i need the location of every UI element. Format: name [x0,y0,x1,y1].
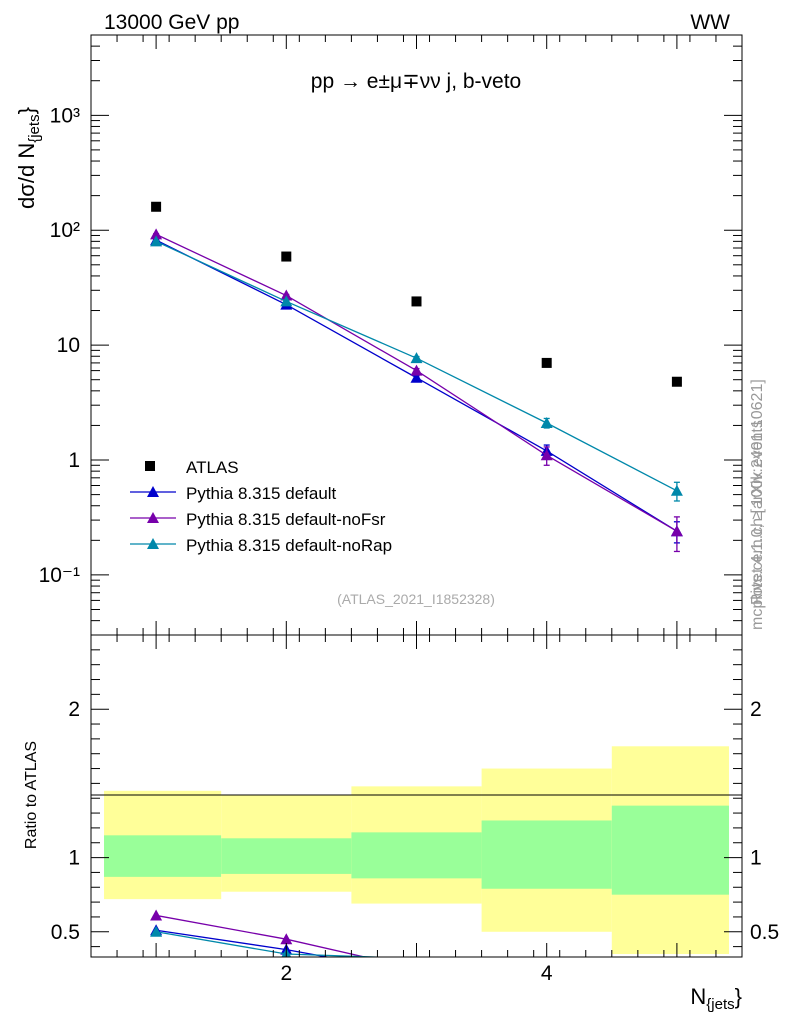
header-energy-label: 13000 GeV pp [104,11,239,34]
series-marker-1 [410,364,423,376]
ratio-bands [104,746,729,955]
ratio-line-0 [156,929,331,957]
series-marker-2 [280,295,293,307]
ratio-line-2 [155,931,393,957]
y-tick-label: 10³ [50,104,80,127]
ratio-y-tick-label: 2 [68,698,80,721]
y-tick-label: 1 [68,449,80,472]
series-marker-2 [540,416,553,428]
series-marker-2 [150,235,163,247]
legend-marker-atlas [145,461,155,471]
ratio-line-1 [155,914,368,957]
x-axis-label-sub: {jets [706,996,734,1013]
ratio-band-inner [481,820,612,889]
main-panel: 10⁻¹ 1 10 10² 10³ pp → e±μ∓νν j, b-veto (ATL… [39,34,743,636]
ratio-y-tick-label-right: 0.5 [750,921,779,944]
y-tick-label: 10 [57,334,80,357]
chart-title: pp → e±μ∓νν j, b-veto [311,70,521,93]
ratio-marker-1 [150,909,163,921]
series-marker-1 [540,449,553,461]
y-axis-label-sub: {jets [26,114,43,142]
ratio-y-tick-label: 1 [68,847,80,870]
series-marker-1 [670,525,683,537]
legend-marker-0 [147,486,159,497]
mcplots-label: mcplots.cern.ch [arXiv:2401.10621] [749,379,766,630]
y-axis-label-main: dσ/d N [14,143,39,209]
x-axis-label: N{jets} [690,984,742,1013]
data-point-atlas [411,296,422,307]
y-tick-label: 10⁻¹ [39,564,80,587]
ratio-marker-1 [280,933,293,945]
legend-label-1: Pythia 8.315 default-noFsr [186,510,386,529]
legend: ATLAS Pythia 8.315 default Pythia 8.315 de… [130,458,392,555]
ratio-ticks: 2 4 0.5 0.5 1 1 2 2 [51,635,779,985]
x-tick-label: 4 [541,962,553,985]
rivet-version-label: Rivet 4.1.0, ≥ 100k events [749,420,766,605]
ratio-y-tick-label: 0.5 [51,921,80,944]
main-ticks: 10⁻¹ 1 10 10² 10³ [39,34,742,636]
header-process-label: WW [690,11,730,34]
main-series [150,201,683,553]
series-marker-2 [670,484,683,496]
legend-marker-1 [147,512,159,523]
ratio-marker-2 [150,925,163,937]
series-marker-1 [150,228,163,240]
legend-label-0: Pythia 8.315 default [186,484,337,503]
ratio-band-inner [351,832,482,879]
ratio-y-tick-label-right: 1 [750,847,762,870]
data-point-atlas [671,376,682,387]
series-marker-0 [410,371,423,383]
x-tick-label: 2 [280,962,292,985]
ratio-band-inner [221,838,352,874]
analysis-watermark: (ATLAS_2021_I1852328) [337,591,495,607]
data-point-atlas [541,357,552,368]
series-marker-1 [280,289,293,301]
x-axis-label-close: } [735,984,742,1009]
ratio-band-inner [104,835,222,877]
ratio-y-tick-label-right: 2 [750,698,762,721]
y-axis-label: dσ/d N{jets} [14,107,43,209]
y-tick-label: 10² [50,219,80,242]
legend-label-atlas: ATLAS [186,458,239,477]
data-point-atlas [281,251,292,262]
svg-text:dσ/d N{jets}: dσ/d N{jets} [14,107,43,209]
ratio-band-inner [611,805,729,895]
legend-label-2: Pythia 8.315 default-noRap [186,536,392,555]
ratio-panel: 2 4 0.5 0.5 1 1 2 2 [51,634,779,985]
legend-marker-2 [147,538,159,549]
series-marker-2 [410,352,423,364]
data-point-atlas [151,201,162,212]
x-axis-label-main: N [690,984,706,1009]
ratio-axis-label: Ratio to ATLAS [23,741,40,849]
y-axis-label-close: } [14,107,39,114]
